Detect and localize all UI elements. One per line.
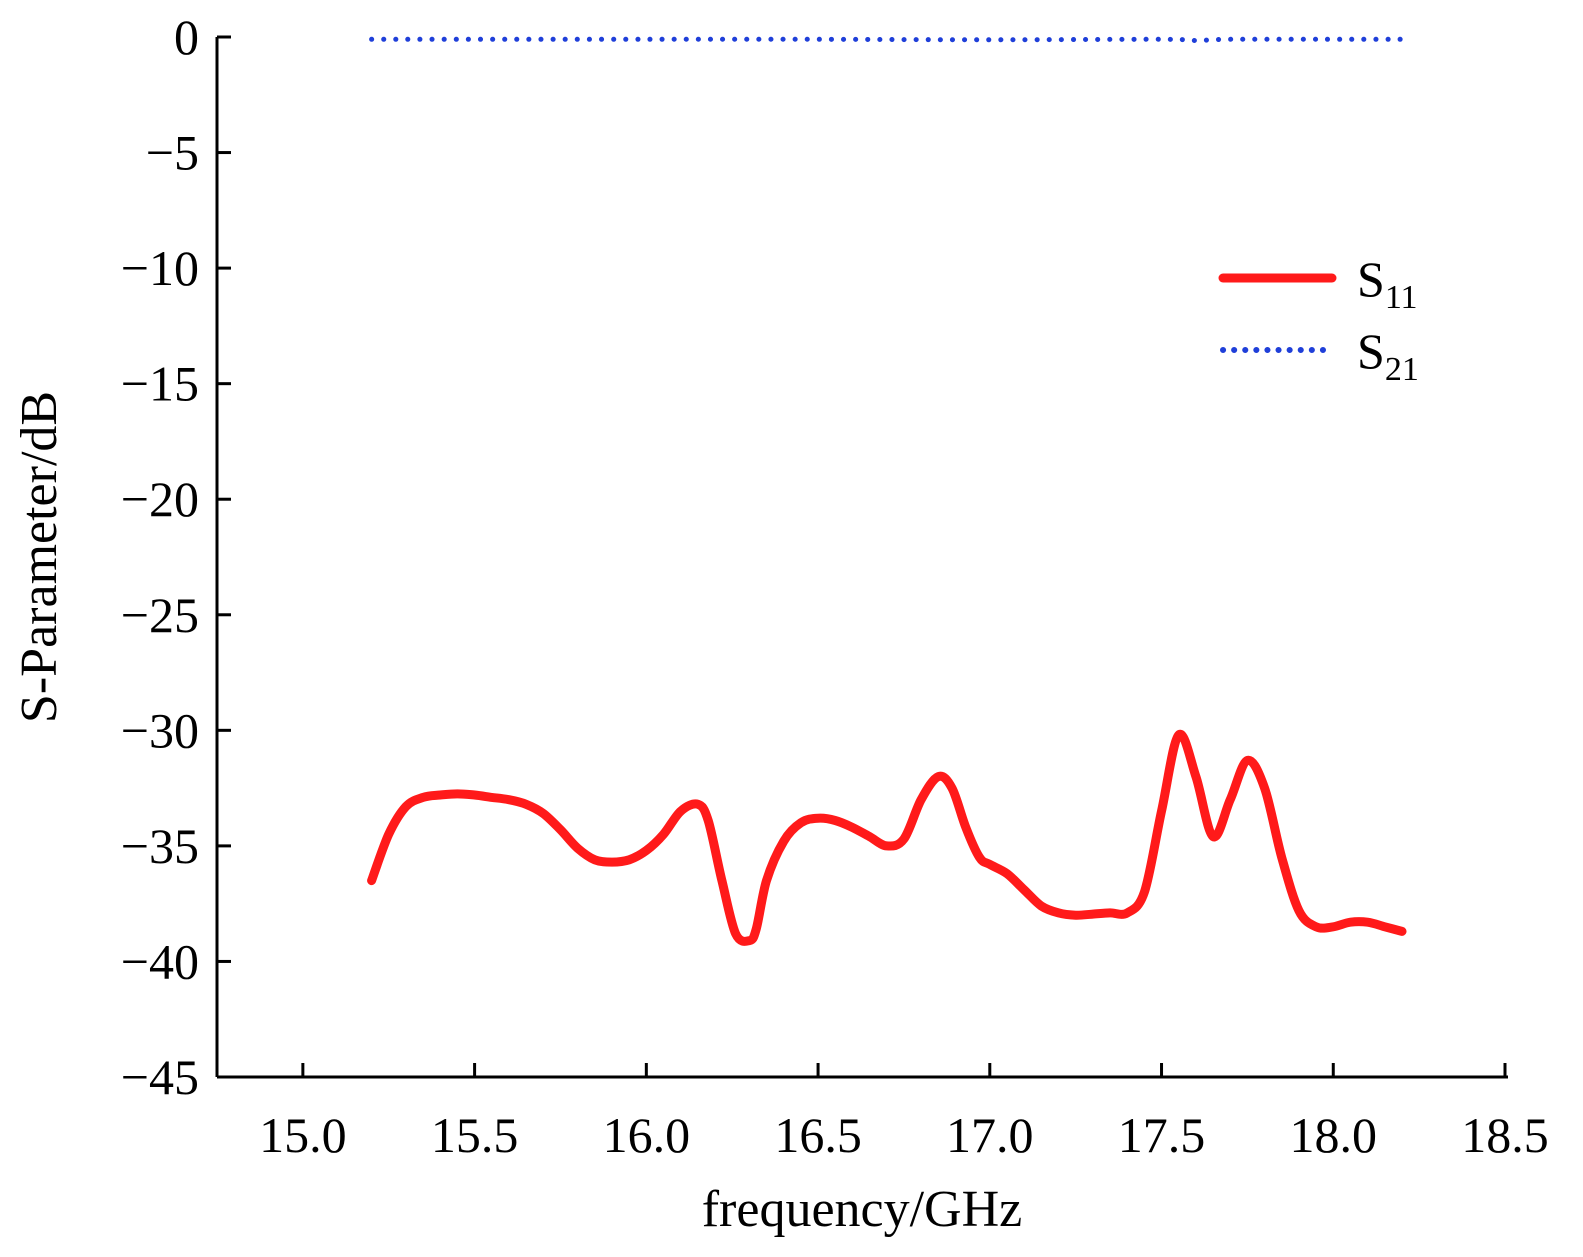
legend-label-name: S — [1357, 251, 1385, 307]
x-tick-label: 15.5 — [431, 1107, 519, 1163]
x-tick-label: 16.0 — [603, 1107, 691, 1163]
x-axis-title: frequency/GHz — [702, 1181, 1023, 1238]
y-tick-label: −30 — [121, 702, 199, 758]
y-tick-label: −45 — [121, 1049, 199, 1105]
y-tick-label: −20 — [121, 471, 199, 527]
y-tick-label: −25 — [121, 587, 199, 643]
legend-label-subscript: 11 — [1385, 279, 1418, 316]
x-tick-label: 17.0 — [946, 1107, 1034, 1163]
x-ticks: 15.0 15.5 16.0 16.5 17.0 17.5 18.0 18.5 — [259, 1063, 1549, 1163]
y-tick-label: −15 — [121, 356, 199, 412]
x-tick-label: 17.5 — [1118, 1107, 1206, 1163]
legend-label-name: S — [1357, 323, 1385, 379]
series-line-s11 — [367, 729, 1407, 946]
x-tick-label: 16.5 — [774, 1107, 862, 1163]
series-layer — [367, 36, 1407, 946]
axes — [215, 37, 1508, 1079]
y-tick-label: 0 — [174, 9, 199, 65]
legend-label-subscript: 21 — [1385, 351, 1419, 388]
y-axis-title: S-Parameter/dB — [11, 391, 68, 723]
y-tick-label: −35 — [121, 818, 199, 874]
series-line-s21 — [369, 36, 1405, 43]
legend-label: S11 — [1357, 251, 1418, 316]
y-ticks: 0 −5 −10 −15 −20 −25 −30 −35 −40 −45 — [121, 9, 231, 1105]
y-tick-label: −40 — [121, 933, 199, 989]
y-tick-label: −5 — [146, 125, 199, 181]
x-tick-label: 18.0 — [1290, 1107, 1378, 1163]
y-tick-label: −10 — [121, 240, 199, 296]
legend-label: S21 — [1357, 323, 1419, 388]
x-tick-label: 18.5 — [1461, 1107, 1549, 1163]
x-tick-label: 15.0 — [259, 1107, 347, 1163]
